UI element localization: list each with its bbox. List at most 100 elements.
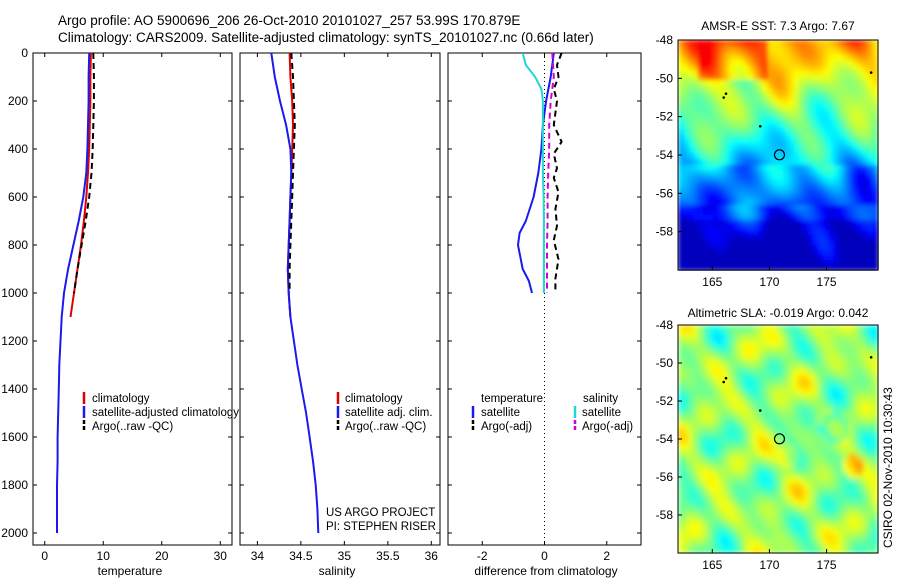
map-cell <box>793 130 799 136</box>
map-cell <box>723 384 729 391</box>
map-cell <box>803 215 809 221</box>
map-cell <box>813 235 819 241</box>
x-tick-label: 35 <box>338 549 352 563</box>
map-cell <box>683 488 689 495</box>
map-cell <box>783 533 789 539</box>
map-cell <box>828 125 834 131</box>
map-cell <box>763 424 769 430</box>
map-cell <box>818 329 824 336</box>
map-cell <box>703 40 709 46</box>
map-cell <box>868 130 874 136</box>
map-cell <box>683 90 689 96</box>
map-cell <box>713 75 719 81</box>
map-cell <box>818 543 824 549</box>
map-cell <box>793 55 799 61</box>
map-cell <box>783 538 789 544</box>
map-cell <box>833 334 839 341</box>
map-cell <box>723 210 729 216</box>
map-cell <box>848 70 854 76</box>
map-cell <box>733 443 739 450</box>
map-cell <box>808 349 814 356</box>
map-cell <box>733 384 739 391</box>
map-cell <box>713 503 719 509</box>
map-cell <box>753 473 759 480</box>
map-cell <box>858 65 864 71</box>
map-cell <box>718 468 724 475</box>
map-cell <box>738 513 744 519</box>
map-cell <box>788 125 794 131</box>
map-cell <box>838 145 844 151</box>
map-cell <box>713 344 719 351</box>
map-cell <box>848 325 854 331</box>
map-cell <box>723 473 729 480</box>
map-cell <box>738 419 744 425</box>
map-cell <box>818 125 824 131</box>
map-cell <box>843 329 849 336</box>
map-cell <box>678 95 684 101</box>
map-cell <box>733 250 739 256</box>
map-cell <box>848 125 854 131</box>
map-cell <box>678 354 684 361</box>
map-cell <box>688 85 694 91</box>
map-cell <box>753 40 759 46</box>
map-cell <box>743 125 749 131</box>
map-cell <box>718 354 724 361</box>
map-cell <box>683 170 689 176</box>
map-cell <box>763 160 769 166</box>
map-cell <box>813 110 819 116</box>
map-cell <box>838 85 844 91</box>
map-cell <box>853 120 859 126</box>
map-cell <box>738 325 744 331</box>
map-cell <box>698 463 704 470</box>
map-cell <box>718 478 724 485</box>
map-cell <box>788 513 794 519</box>
map-cell <box>818 478 824 485</box>
map-cell <box>713 463 719 470</box>
map-cell <box>738 443 744 450</box>
map-cell <box>813 394 819 400</box>
map-cell <box>698 145 704 151</box>
map-cell <box>728 50 734 56</box>
map-cell <box>688 130 694 136</box>
map-cell <box>738 434 744 440</box>
map-cell <box>843 483 849 490</box>
map-cell <box>863 458 869 465</box>
map-cell <box>853 458 859 465</box>
map-cell <box>748 453 754 460</box>
map-cell <box>813 75 819 81</box>
map-cell <box>753 90 759 96</box>
map-cell <box>798 180 804 186</box>
map-cell <box>853 379 859 386</box>
map-cell <box>863 215 869 221</box>
map-cell <box>858 463 864 470</box>
map-cell <box>758 90 764 96</box>
map-cell <box>808 190 814 196</box>
map-cell <box>703 135 709 141</box>
map-cell <box>698 354 704 361</box>
map-cell <box>678 359 684 366</box>
map-cell <box>683 389 689 395</box>
map-cell <box>698 453 704 460</box>
y-tick-label: 0 <box>21 46 28 60</box>
map-cell <box>848 339 854 346</box>
map-cell <box>748 155 754 161</box>
map-cell <box>703 235 709 241</box>
map-cell <box>743 399 749 405</box>
map-cell <box>853 443 859 450</box>
map-cell <box>873 205 879 211</box>
map-cell <box>753 369 759 376</box>
map-cell <box>778 394 784 400</box>
map-cell <box>808 443 814 450</box>
map-cell <box>708 339 714 346</box>
map-cell <box>773 170 779 176</box>
map-cell <box>758 493 764 500</box>
map-cell <box>863 95 869 101</box>
map-cell <box>833 394 839 400</box>
map-cell <box>833 483 839 490</box>
map-cell <box>688 369 694 376</box>
map-cell <box>708 503 714 509</box>
map-cell <box>818 354 824 361</box>
map-cell <box>718 245 724 251</box>
map-cell <box>703 334 709 341</box>
x-tick-label: 34.5 <box>289 549 313 563</box>
